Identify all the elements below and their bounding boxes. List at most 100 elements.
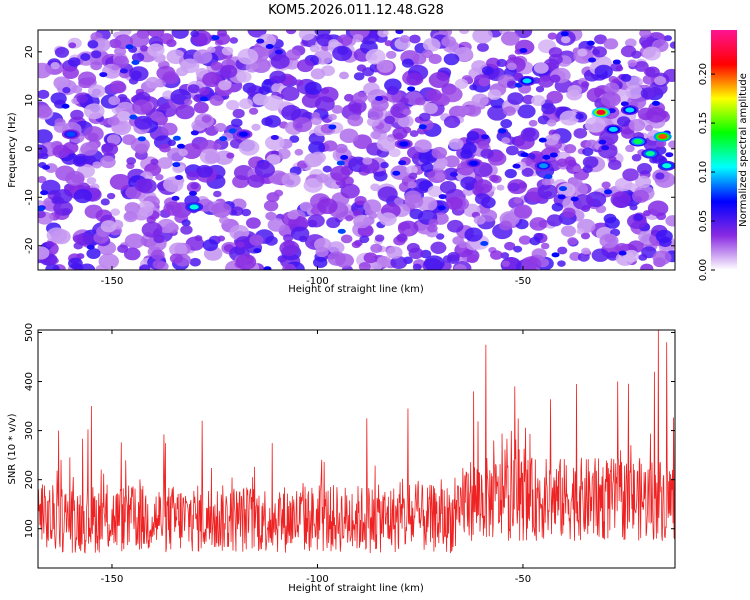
heatmap-cell [528,119,538,127]
colorbar-tick-label: 0.20 [698,63,709,85]
heatmap-cell [86,248,101,260]
heatmap-cell [130,137,150,153]
heatmap-cell [551,133,561,141]
heatmap-cell [567,237,578,246]
heatmap-cell [572,165,581,173]
heatmap-cell [287,210,299,220]
heatmap-cell [129,114,138,120]
heatmap-cell [575,113,584,120]
heatmap-cell [551,252,560,258]
heatmap-cell [428,218,439,227]
heatmap-cell [434,157,448,168]
heatmap-cell [614,177,633,192]
heatmap-cell [88,84,106,98]
heatmap-cell [106,192,116,200]
heatmap-cell [285,30,297,35]
colorbar-tick-label: 0.15 [698,112,709,134]
heatmap-cell [176,143,185,149]
heatmap-cell [549,152,558,158]
heatmap-cell [86,177,97,185]
heatmap-cell [576,228,585,235]
heatmap-cell [193,49,213,65]
heatmap-cell [129,66,149,82]
heatmap-cell [584,116,606,133]
colorbar-ticks: 0.00 0.05 0.10 0.15 0.20 [698,63,715,281]
heatmap-cell [496,58,508,68]
heatmap-cell [68,257,83,270]
heatmap-hotspot [538,163,548,169]
heatmap-cell [356,64,367,72]
heatmap-cell [435,233,445,240]
heatmap-cell [371,97,389,112]
heatmap-cell [668,140,675,149]
heatmap-cell [190,30,200,38]
heatmap-cell [376,255,392,268]
heatmap-cell [83,126,104,142]
heatmap-cell [38,210,46,219]
heatmap-cell [549,74,561,83]
heatmap-cell [592,46,607,58]
heatmap-hotspot [625,107,635,113]
heatmap-cell [326,217,341,229]
snr-x-ticks: -150 -100 -50 [101,330,531,585]
heatmap-cell [359,235,370,244]
heatmap-hotspot [66,131,76,137]
y-tick-label: -10 [24,189,35,205]
heatmap-cell [202,239,219,252]
heatmap-cell [337,228,346,234]
heatmap-cell [134,115,153,130]
heatmap-cell [354,195,367,206]
heatmap-cell [101,142,119,156]
heatmap-hotspot [658,134,668,140]
heatmap-cell [245,217,261,229]
heatmap-cell [91,50,102,59]
heatmap-cell [409,130,419,137]
heatmap-cell [562,207,576,218]
heatmap-cell [123,211,138,223]
heatmap-cell [139,264,151,270]
heatmap-cell [38,104,52,118]
heatmap-cell [294,148,304,156]
heatmap-cell [73,188,93,204]
heatmap-cell [312,256,328,269]
y-tick-label: 300 [24,421,35,440]
heatmap-cell [235,253,257,270]
heatmap-cell [514,205,532,219]
heatmap-cell [53,121,68,133]
heatmap-cell [505,145,519,156]
heatmap-cell [62,66,79,79]
heatmap-cell [129,32,150,48]
heatmap-cell [629,204,638,211]
colorbar-tick-label: 0.10 [698,161,709,183]
heatmap-cell [374,234,385,242]
heatmap-cell [294,79,304,87]
heatmap-cell [408,247,424,259]
heatmap-cell [580,232,591,240]
heatmap-cell [237,48,259,65]
heatmap-cell [327,241,345,254]
heatmap-cell [610,62,623,72]
heatmap-cell [443,155,460,168]
heatmap-cell [473,215,486,225]
snr-y-ticks: 100 200 300 400 500 [24,323,675,538]
heatmap-cell [610,191,632,208]
heatmap-cell [315,246,329,258]
heatmap-cell [663,68,675,83]
heatmap-cell [211,202,232,218]
heatmap-cell [386,246,403,259]
heatmap-cell [258,33,277,48]
heatmap-cell [546,119,557,127]
heatmap-cell [159,143,171,153]
heatmap-cell [335,253,354,268]
figure-title: KOM5.2026.011.12.48.G28 [268,3,444,18]
heatmap-cell [412,263,422,270]
heatmap-cell [247,174,265,188]
heatmap-cell [124,233,145,249]
heatmap-y-axis-label: Frequency (Hz) [7,112,18,188]
heatmap-cell [150,111,165,122]
heatmap-cell [513,245,523,253]
heatmap-cell [238,139,260,156]
heatmap-cell [443,115,461,129]
heatmap-cell [604,217,620,229]
y-tick-label: 200 [24,470,35,489]
